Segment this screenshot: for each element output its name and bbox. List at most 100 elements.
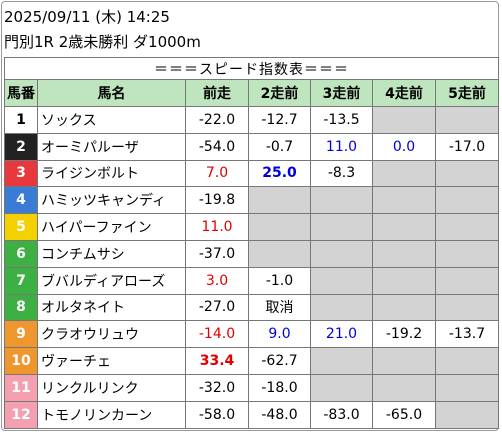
empty-cell: [310, 293, 373, 322]
empty-cell: [372, 239, 436, 268]
speed-index: 7.0: [185, 159, 249, 188]
speed-index: 25.0: [248, 159, 311, 188]
date: 2025/09/11 (木) 14:25: [4, 8, 170, 26]
column-header: 5走前: [435, 79, 499, 107]
speed-index: 3.0: [185, 266, 249, 295]
speed-index: -54.0: [185, 132, 249, 161]
horse-number: 8: [4, 293, 38, 322]
horse-name: ブバルディアローズ: [37, 266, 186, 295]
horse-row: 8 オルタネイト -27.0 取消: [4, 293, 499, 322]
empty-cell: [372, 373, 436, 402]
speed-index: -8.3: [310, 159, 373, 188]
speed-index: -13.5: [310, 106, 373, 134]
column-header: 馬名: [37, 79, 186, 107]
speed-index: -22.0: [185, 106, 249, 134]
horse-row: 10 ヴァーチェ 33.4 -62.7: [4, 347, 499, 375]
horse-row: 1 ソックス -22.0 -12.7 -13.5: [4, 106, 499, 134]
column-header: 3走前: [310, 79, 373, 107]
empty-cell: [435, 293, 499, 322]
speed-index: -12.7: [248, 106, 311, 134]
empty-cell: [310, 373, 373, 402]
empty-cell: [310, 213, 373, 241]
speed-index: -58.0: [185, 400, 249, 429]
empty-cell: [372, 347, 436, 375]
horse-number: 11: [4, 373, 38, 402]
horse-number: 5: [4, 213, 38, 241]
empty-cell: [435, 347, 499, 375]
horse-name: ハミッツキャンディ: [37, 186, 186, 215]
speed-index: -17.0: [435, 132, 499, 161]
empty-cell: [310, 347, 373, 375]
horse-number: 10: [4, 347, 38, 375]
horse-name: オーミパルーザ: [37, 132, 186, 161]
speed-index: -13.7: [435, 320, 499, 349]
empty-cell: [372, 186, 436, 215]
speed-index: 33.4: [185, 347, 249, 375]
empty-cell: [435, 266, 499, 295]
empty-cell: [248, 213, 311, 241]
speed-index: -37.0: [185, 239, 249, 268]
empty-cell: [435, 186, 499, 215]
column-header: 馬番: [4, 79, 38, 107]
empty-cell: [310, 239, 373, 268]
horse-row: 3 ライジンボルト 7.0 25.0 -8.3: [4, 159, 499, 188]
speed-index: 11.0: [310, 132, 373, 161]
horse-name: ハイパーファイン: [37, 213, 186, 241]
horse-number: 1: [4, 106, 38, 134]
empty-cell: [435, 373, 499, 402]
speed-index: -18.0: [248, 373, 311, 402]
speed-index: -62.7: [248, 347, 311, 375]
horse-row: 6 コンチムサシ -37.0: [4, 239, 499, 268]
horse-number: 12: [4, 400, 38, 429]
empty-cell: [372, 293, 436, 322]
table-title: ＝＝＝スピード指数表＝＝＝: [4, 57, 499, 80]
empty-cell: [310, 186, 373, 215]
speed-index: 21.0: [310, 320, 373, 349]
horse-name: トモノリンカーン: [37, 400, 186, 429]
speed-index: 9.0: [248, 320, 311, 349]
speed-index: -19.2: [372, 320, 436, 349]
horse-name: リンクルリンク: [37, 373, 186, 402]
speed-index: -19.8: [185, 186, 249, 215]
speed-index: -27.0: [185, 293, 249, 322]
speed-index: -32.0: [185, 373, 249, 402]
horse-number: 9: [4, 320, 38, 349]
empty-cell: [248, 186, 311, 215]
horse-number: 6: [4, 239, 38, 268]
horse-row: 7 ブバルディアローズ 3.0 -1.0: [4, 266, 499, 295]
horse-number: 7: [4, 266, 38, 295]
column-header: 前走: [185, 79, 249, 107]
speed-table: ＝＝＝スピード指数表＝＝＝ 馬番 馬名 前走 2走前 3走前 4走前 5走前 1 ソックス -2…: [4, 57, 499, 429]
horse-number: 4: [4, 186, 38, 215]
speed-index: -83.0: [310, 400, 373, 429]
horse-name: ソックス: [37, 106, 186, 134]
horse-row: 12 トモノリンカーン -58.0 -48.0 -83.0 -65.0: [4, 400, 499, 429]
empty-cell: [372, 106, 436, 134]
race-info: 門別1R 2歳未勝利 ダ1000m: [4, 33, 201, 51]
horse-row: 11 リンクルリンク -32.0 -18.0: [4, 373, 499, 402]
horse-name: ライジンボルト: [37, 159, 186, 188]
horse-row: 4 ハミッツキャンディ -19.8: [4, 186, 499, 215]
horse-row: 9 クラオウリュウ -14.0 9.0 21.0 -19.2 -13.7: [4, 320, 499, 349]
empty-cell: [248, 239, 311, 268]
speed-index: -14.0: [185, 320, 249, 349]
empty-cell: [372, 213, 436, 241]
horse-row: 5 ハイパーファイン 11.0: [4, 213, 499, 241]
horse-name: コンチムサシ: [37, 239, 186, 268]
horse-name: オルタネイト: [37, 293, 186, 322]
empty-cell: [372, 266, 436, 295]
horse-name: クラオウリュウ: [37, 320, 186, 349]
speed-index: -1.0: [248, 266, 311, 295]
empty-cell: [435, 106, 499, 134]
column-header: 2走前: [248, 79, 311, 107]
speed-index: -65.0: [372, 400, 436, 429]
speed-index: 11.0: [185, 213, 249, 241]
horse-number: 2: [4, 132, 38, 161]
horse-row: 2 オーミパルーザ -54.0 -0.7 11.0 0.0 -17.0: [4, 132, 499, 161]
speed-index: -0.7: [248, 132, 311, 161]
empty-cell: [435, 213, 499, 241]
speed-index: 取消: [248, 293, 311, 322]
speed-index: -48.0: [248, 400, 311, 429]
